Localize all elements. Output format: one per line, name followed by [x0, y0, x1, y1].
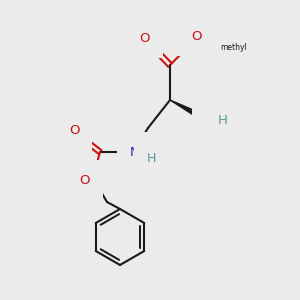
Text: methyl: methyl — [220, 44, 247, 52]
Polygon shape — [170, 100, 203, 120]
Text: O: O — [191, 29, 201, 43]
Text: N: N — [130, 146, 140, 158]
Text: O: O — [80, 173, 90, 187]
Text: H: H — [218, 113, 228, 127]
Text: O: O — [140, 32, 150, 44]
Text: O: O — [69, 124, 79, 136]
Text: O: O — [205, 109, 215, 122]
Text: H: H — [146, 152, 156, 164]
